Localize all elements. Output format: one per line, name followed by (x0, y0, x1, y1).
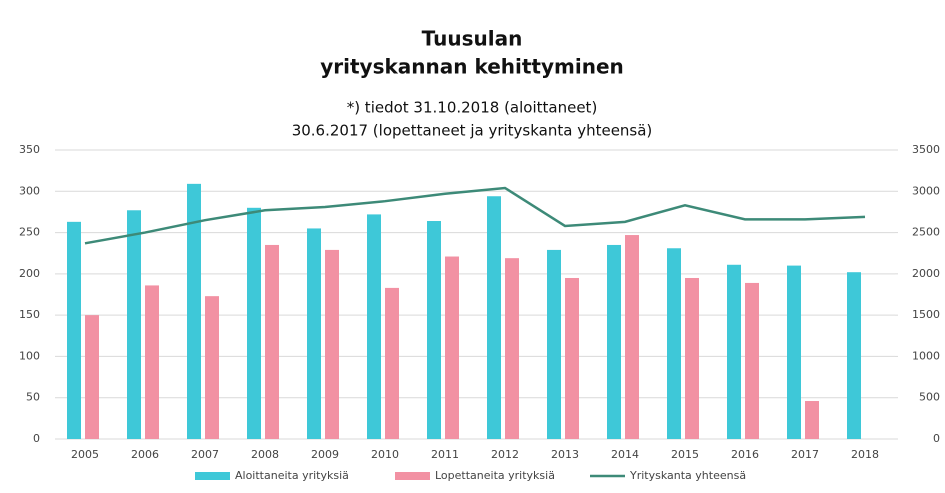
bar (547, 249, 561, 439)
y2-tick-label: 2000 (912, 267, 940, 280)
chart-title: Tuusulan (422, 27, 523, 51)
x-tick-label: 2013 (551, 448, 579, 461)
bar (745, 282, 759, 439)
y-tick-label: 150 (19, 308, 40, 321)
y2-tick-label: 3500 (912, 143, 940, 156)
x-tick-label: 2010 (371, 448, 399, 461)
bar (727, 264, 741, 439)
bar (85, 315, 99, 439)
bar (145, 285, 159, 439)
bar (187, 183, 201, 439)
y2-tick-label: 500 (919, 391, 940, 404)
x-tick-label: 2017 (791, 448, 819, 461)
bar (67, 221, 81, 439)
bar (505, 258, 519, 439)
chart-subtitle: 30.6.2017 (lopettaneet ja yrityskanta yh… (292, 122, 653, 140)
x-tick-label: 2005 (71, 448, 99, 461)
bar (265, 244, 279, 439)
bar (205, 296, 219, 439)
bar (307, 228, 321, 439)
bar (787, 265, 801, 439)
bar (685, 277, 699, 439)
y-tick-label: 350 (19, 143, 40, 156)
chart-title: yrityskannan kehittyminen (320, 55, 624, 79)
bar (325, 249, 339, 439)
bar (607, 244, 621, 439)
x-tick-label: 2012 (491, 448, 519, 461)
bar (247, 207, 261, 439)
bar (625, 235, 639, 439)
y-tick-label: 100 (19, 349, 40, 362)
y2-tick-label: 2500 (912, 226, 940, 239)
bar (427, 221, 441, 439)
bar (445, 256, 459, 439)
legend-marker (395, 472, 430, 480)
y2-tick-label: 1000 (912, 349, 940, 362)
x-tick-label: 2014 (611, 448, 639, 461)
x-tick-label: 2018 (851, 448, 879, 461)
legend-label: Aloittaneita yrityksiä (235, 469, 349, 482)
x-tick-label: 2008 (251, 448, 279, 461)
bar (805, 401, 819, 439)
y2-tick-label: 0 (933, 432, 940, 445)
legend-marker (195, 472, 230, 480)
chart-subtitle: *) tiedot 31.10.2018 (aloittaneet) (347, 99, 598, 117)
legend-label: Yrityskanta yhteensä (629, 469, 746, 482)
y-tick-label: 250 (19, 226, 40, 239)
bar (847, 272, 861, 439)
x-tick-label: 2015 (671, 448, 699, 461)
x-tick-label: 2009 (311, 448, 339, 461)
legend-label: Lopettaneita yrityksiä (435, 469, 555, 482)
x-tick-label: 2007 (191, 448, 219, 461)
y2-tick-label: 1500 (912, 308, 940, 321)
y-tick-label: 300 (19, 184, 40, 197)
bar (487, 196, 501, 439)
bar (367, 214, 381, 439)
y-tick-label: 0 (33, 432, 40, 445)
y2-tick-label: 3000 (912, 184, 940, 197)
bar (667, 248, 681, 439)
x-tick-label: 2006 (131, 448, 159, 461)
line (84, 186, 866, 245)
y-tick-label: 200 (19, 267, 40, 280)
x-tick-label: 2011 (431, 448, 459, 461)
y-tick-label: 50 (26, 391, 40, 404)
x-tick-label: 2016 (731, 448, 759, 461)
bar (565, 277, 579, 439)
bar (385, 287, 399, 439)
bar (127, 210, 141, 439)
